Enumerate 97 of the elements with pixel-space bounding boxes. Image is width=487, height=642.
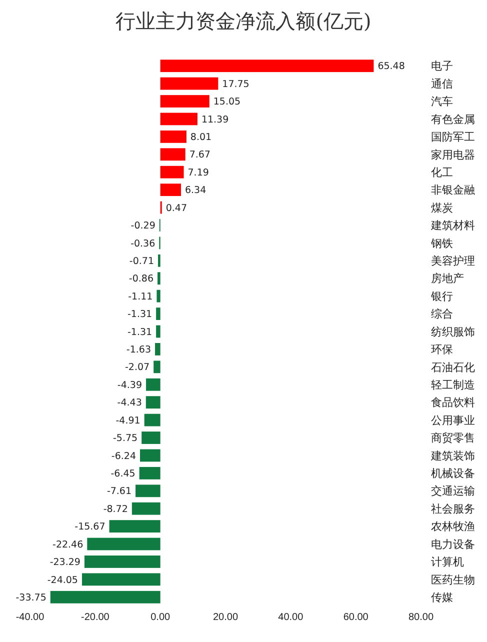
bar xyxy=(160,112,198,126)
data-label: -4.43 xyxy=(117,398,142,409)
y-tick-label: 传媒 xyxy=(431,590,453,604)
bar xyxy=(160,148,186,161)
bar xyxy=(87,538,160,550)
y-tick-label: 美容护理 xyxy=(431,254,475,268)
x-tick-label: 60.00 xyxy=(343,612,369,624)
data-label: -6.45 xyxy=(110,468,136,480)
bar xyxy=(160,184,181,196)
bar xyxy=(154,360,160,374)
bar xyxy=(144,414,160,426)
y-tick-label: 电子 xyxy=(431,60,453,73)
y-tick-label: 公用事业 xyxy=(431,414,475,427)
data-label: -7.61 xyxy=(106,486,132,498)
bar xyxy=(160,60,374,72)
y-tick-label: 农林牧渔 xyxy=(431,520,475,534)
data-label: 11.39 xyxy=(201,114,229,126)
data-label: -0.71 xyxy=(129,256,154,267)
data-label: -0.86 xyxy=(128,274,154,285)
x-tick-label: 80.00 xyxy=(408,612,434,624)
y-tick-label: 石油石化 xyxy=(431,360,475,374)
data-label: 17.75 xyxy=(222,78,250,90)
y-tick-label: 轻工制造 xyxy=(431,378,475,392)
bar xyxy=(158,272,160,285)
y-tick-label: 化工 xyxy=(431,166,453,179)
data-label: 0.47 xyxy=(166,202,188,214)
bar xyxy=(160,77,218,90)
data-label: -6.24 xyxy=(111,450,136,462)
y-tick-label: 非银金融 xyxy=(431,184,475,197)
bar xyxy=(160,130,186,143)
y-tick-label: 家用电器 xyxy=(431,148,475,162)
y-tick-label: 建筑装饰 xyxy=(430,449,475,462)
chart-title: 行业主力资金净流入额(亿元) xyxy=(116,9,372,33)
bar xyxy=(146,396,160,409)
bar xyxy=(156,290,160,302)
data-label: 6.34 xyxy=(184,185,206,196)
data-label: -1.31 xyxy=(127,309,152,320)
bar xyxy=(139,466,160,480)
bar xyxy=(82,573,160,586)
y-tick-label: 食品饮料 xyxy=(431,396,475,410)
y-tick-label: 商贸零售 xyxy=(431,432,475,445)
y-tick-label: 通信 xyxy=(431,77,453,90)
y-tick-label: 银行 xyxy=(430,290,453,303)
y-tick-label: 交通运输 xyxy=(431,484,475,498)
bar xyxy=(156,325,160,338)
y-tick-label: 钢铁 xyxy=(430,236,453,250)
y-tick-label: 纺织服饰 xyxy=(431,325,475,338)
y-tick-label: 有色金属 xyxy=(431,112,475,126)
bar xyxy=(146,378,160,391)
y-tick-label: 社会服务 xyxy=(431,502,475,516)
data-label: -0.29 xyxy=(130,220,156,232)
data-label: -5.75 xyxy=(113,433,138,444)
y-tick-label: 建筑材料 xyxy=(430,219,475,232)
y-tick-label: 环保 xyxy=(431,343,453,356)
bar xyxy=(156,308,160,320)
bar xyxy=(136,484,160,498)
bar xyxy=(142,432,160,444)
y-tick-label: 国防军工 xyxy=(431,130,475,144)
data-label: 65.48 xyxy=(378,61,405,72)
y-tick-label: 医药生物 xyxy=(431,573,475,586)
data-label: -8.72 xyxy=(103,504,128,515)
x-tick-label: 0.00 xyxy=(150,612,170,624)
data-label: 8.01 xyxy=(190,132,212,144)
x-tick-label: 20.00 xyxy=(212,612,238,624)
y-tick-label: 计算机 xyxy=(431,556,464,569)
data-label: -1.63 xyxy=(126,344,152,356)
data-label: -1.11 xyxy=(128,291,153,302)
bar xyxy=(160,95,210,108)
bar xyxy=(132,502,160,515)
y-tick-label: 机械设备 xyxy=(431,467,475,480)
data-label: -4.91 xyxy=(116,415,140,426)
bar xyxy=(84,556,160,568)
data-label: -1.31 xyxy=(127,326,152,338)
x-tick-label: -40.00 xyxy=(16,612,45,624)
y-tick-label: 综合 xyxy=(431,308,453,321)
bar xyxy=(140,449,160,462)
bar xyxy=(109,520,160,533)
data-label: -15.67 xyxy=(74,522,106,533)
data-label: -4.39 xyxy=(117,380,142,391)
data-label: -23.29 xyxy=(50,557,80,568)
x-tick-label: -20.00 xyxy=(80,612,110,624)
data-label: 15.05 xyxy=(213,96,241,108)
data-label: -24.05 xyxy=(47,574,78,586)
bar xyxy=(50,590,160,604)
y-tick-label: 电力设备 xyxy=(431,538,475,551)
y-tick-label: 汽车 xyxy=(431,95,453,108)
data-label: -2.07 xyxy=(124,362,150,374)
data-label: -22.46 xyxy=(52,539,84,550)
y-tick-label: 房地产 xyxy=(431,272,464,286)
data-label: 7.19 xyxy=(188,167,209,178)
data-label: -0.36 xyxy=(130,238,156,250)
x-tick-label: 40.00 xyxy=(278,612,304,624)
data-label: -33.75 xyxy=(16,592,46,604)
y-tick-label: 煤炭 xyxy=(431,201,453,214)
bar xyxy=(160,166,184,178)
data-label: 7.67 xyxy=(189,150,210,161)
bar xyxy=(155,343,160,356)
